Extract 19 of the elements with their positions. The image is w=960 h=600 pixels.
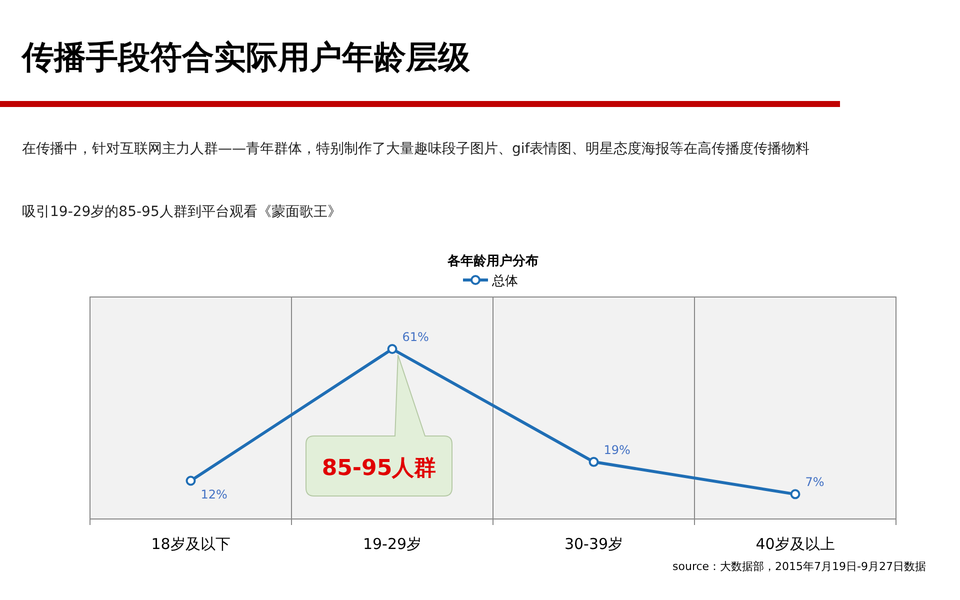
- data-label: 61%: [402, 330, 429, 344]
- annotation: 85-95人群: [322, 456, 436, 481]
- data-label: 19%: [604, 442, 630, 457]
- x-tick-label: 19-29岁: [362, 535, 422, 553]
- point: [790, 489, 800, 500]
- x-tick-label: 30-39岁: [564, 535, 624, 553]
- point: [387, 344, 398, 354]
- data-label: 12%: [200, 488, 228, 502]
- chart-subtitle: 各年龄用户分布: [446, 253, 538, 269]
- legend-label: 总体: [491, 274, 518, 289]
- x-tick-label: 40岁及以上: [756, 535, 835, 553]
- data-label: 7%: [805, 475, 824, 490]
- point: [186, 476, 196, 486]
- source-note: source：大数据部，2015年7月19日-9月27日数据: [672, 560, 926, 573]
- text: 在传播中，针对互联网主力人群——青年群体，特别制作了大量趣味段子图片、gif表情图、明星态度海报等在高传播度传播物料: [22, 141, 810, 157]
- x-tick-label: 18岁及以下: [151, 535, 230, 553]
- point: [588, 456, 599, 467]
- chart-title: 传播手段符合实际用户年龄层级: [20, 38, 471, 76]
- text: 吸引19-29岁的85-95人群到平台观看《蒙面歌王》: [22, 204, 342, 220]
